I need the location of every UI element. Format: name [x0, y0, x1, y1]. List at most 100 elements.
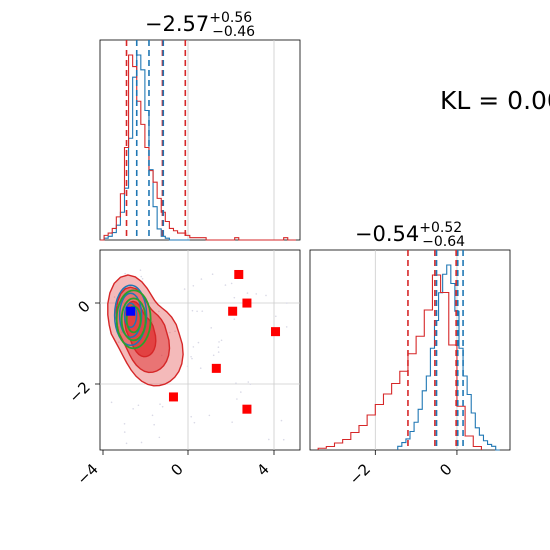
- background-sample-point: [236, 398, 238, 400]
- background-sample-point: [137, 404, 140, 407]
- blue-density-contour-0: [113, 284, 148, 347]
- background-sample-point: [235, 382, 237, 385]
- background-sample-point: [286, 302, 288, 304]
- right-x-tick-label: 0: [436, 460, 455, 479]
- background-sample-point: [113, 296, 116, 298]
- background-sample-point: [217, 346, 220, 348]
- red-reference-marker: [234, 269, 244, 279]
- background-sample-point: [285, 326, 288, 328]
- background-sample-point: [211, 273, 214, 276]
- background-sample-point: [196, 310, 198, 313]
- background-sample-point: [220, 339, 223, 342]
- background-sample-point: [233, 296, 236, 299]
- background-sample-point: [280, 419, 283, 422]
- red-reference-marker: [242, 404, 252, 414]
- background-sample-point: [125, 442, 128, 445]
- background-sample-point: [151, 414, 154, 417]
- joint-frame: [99, 249, 301, 451]
- top-marginal-frame: [99, 39, 301, 241]
- top-marginal-title: −2.57+0.56 −0.46: [145, 10, 255, 40]
- right-marginal-histogram: [317, 250, 500, 451]
- red-reference-marker: [242, 298, 252, 308]
- red-reference-marker: [271, 327, 281, 337]
- background-sample-point: [197, 341, 200, 344]
- background-sample-point: [169, 331, 171, 334]
- right-title-value: −0.54: [355, 222, 419, 246]
- background-sample-point: [123, 431, 126, 433]
- background-sample-point: [255, 293, 258, 295]
- background-sample-point: [201, 310, 204, 312]
- background-sample-point: [191, 357, 193, 360]
- background-sample-point: [200, 278, 203, 280]
- joint-y-tick-label: −2: [65, 378, 93, 406]
- joint-scatter-panel: [107, 269, 288, 445]
- background-sample-point: [246, 292, 249, 294]
- red-reference-marker: [228, 306, 238, 316]
- green-density-contour-0: [115, 289, 152, 350]
- background-sample-point: [199, 367, 202, 369]
- right-title-plus: +0.52: [419, 220, 462, 236]
- joint-y-tick-label: 0: [74, 297, 93, 316]
- red-reference-marker: [168, 392, 178, 402]
- blue-reference-marker: [126, 306, 136, 316]
- background-sample-point: [161, 405, 164, 408]
- background-sample-point: [247, 381, 250, 383]
- background-sample-point: [208, 414, 211, 417]
- background-sample-point: [265, 294, 267, 297]
- background-sample-point: [186, 365, 189, 368]
- background-sample-point: [153, 423, 155, 426]
- background-sample-point: [174, 330, 176, 333]
- background-sample-point: [140, 275, 143, 278]
- right-title-minus: −0.64: [422, 234, 465, 250]
- background-sample-point: [233, 318, 236, 320]
- top-title-plus: +0.56: [209, 10, 252, 26]
- background-sample-point: [249, 383, 252, 386]
- background-sample-point: [132, 408, 134, 410]
- background-sample-point: [158, 310, 160, 313]
- kl-label: KL = 0.00: [440, 86, 550, 115]
- background-sample-point: [141, 277, 144, 280]
- background-sample-point: [212, 354, 215, 357]
- background-sample-point: [190, 355, 192, 358]
- background-sample-point: [192, 284, 195, 287]
- background-sample-point: [190, 415, 192, 418]
- right-hist-series-0: [397, 264, 500, 451]
- background-sample-point: [224, 284, 227, 286]
- joint-x-tick-label: 0: [167, 460, 186, 479]
- background-sample-point: [210, 327, 213, 329]
- top-hist-series-0: [100, 54, 190, 241]
- background-sample-point: [217, 351, 220, 353]
- top-marginal-histogram: [100, 40, 296, 241]
- top-title-value: −2.57: [145, 12, 209, 36]
- background-sample-point: [230, 282, 233, 285]
- background-sample-point: [275, 315, 277, 318]
- green-density-contour-1: [120, 297, 147, 342]
- blue-density-contour-1: [118, 292, 143, 339]
- background-sample-point: [267, 438, 270, 441]
- right-x-tick-label: −2: [346, 460, 374, 488]
- background-sample-point: [282, 438, 285, 441]
- background-sample-point: [231, 421, 233, 423]
- joint-x-tick-label: 4: [253, 460, 272, 479]
- background-sample-point: [192, 346, 195, 348]
- background-sample-point: [240, 391, 242, 393]
- red-reference-marker: [211, 363, 221, 373]
- background-sample-point: [191, 309, 194, 312]
- blue-density-contour-2: [123, 302, 138, 329]
- background-sample-point: [218, 341, 220, 343]
- background-sample-point: [140, 441, 143, 444]
- grid-layer: [100, 40, 458, 450]
- background-sample-point: [118, 341, 120, 343]
- background-sample-point: [158, 436, 161, 439]
- background-sample-point: [124, 272, 126, 275]
- top-title-minus: −0.46: [212, 24, 255, 40]
- background-sample-point: [193, 421, 196, 424]
- background-sample-point: [139, 269, 142, 271]
- top-hist-series-1: [100, 54, 296, 241]
- background-sample-point: [159, 403, 161, 405]
- background-sample-point: [183, 288, 186, 290]
- right-marginal-frame: [309, 249, 511, 451]
- right-hist-series-1: [317, 274, 482, 450]
- background-sample-point: [123, 423, 126, 425]
